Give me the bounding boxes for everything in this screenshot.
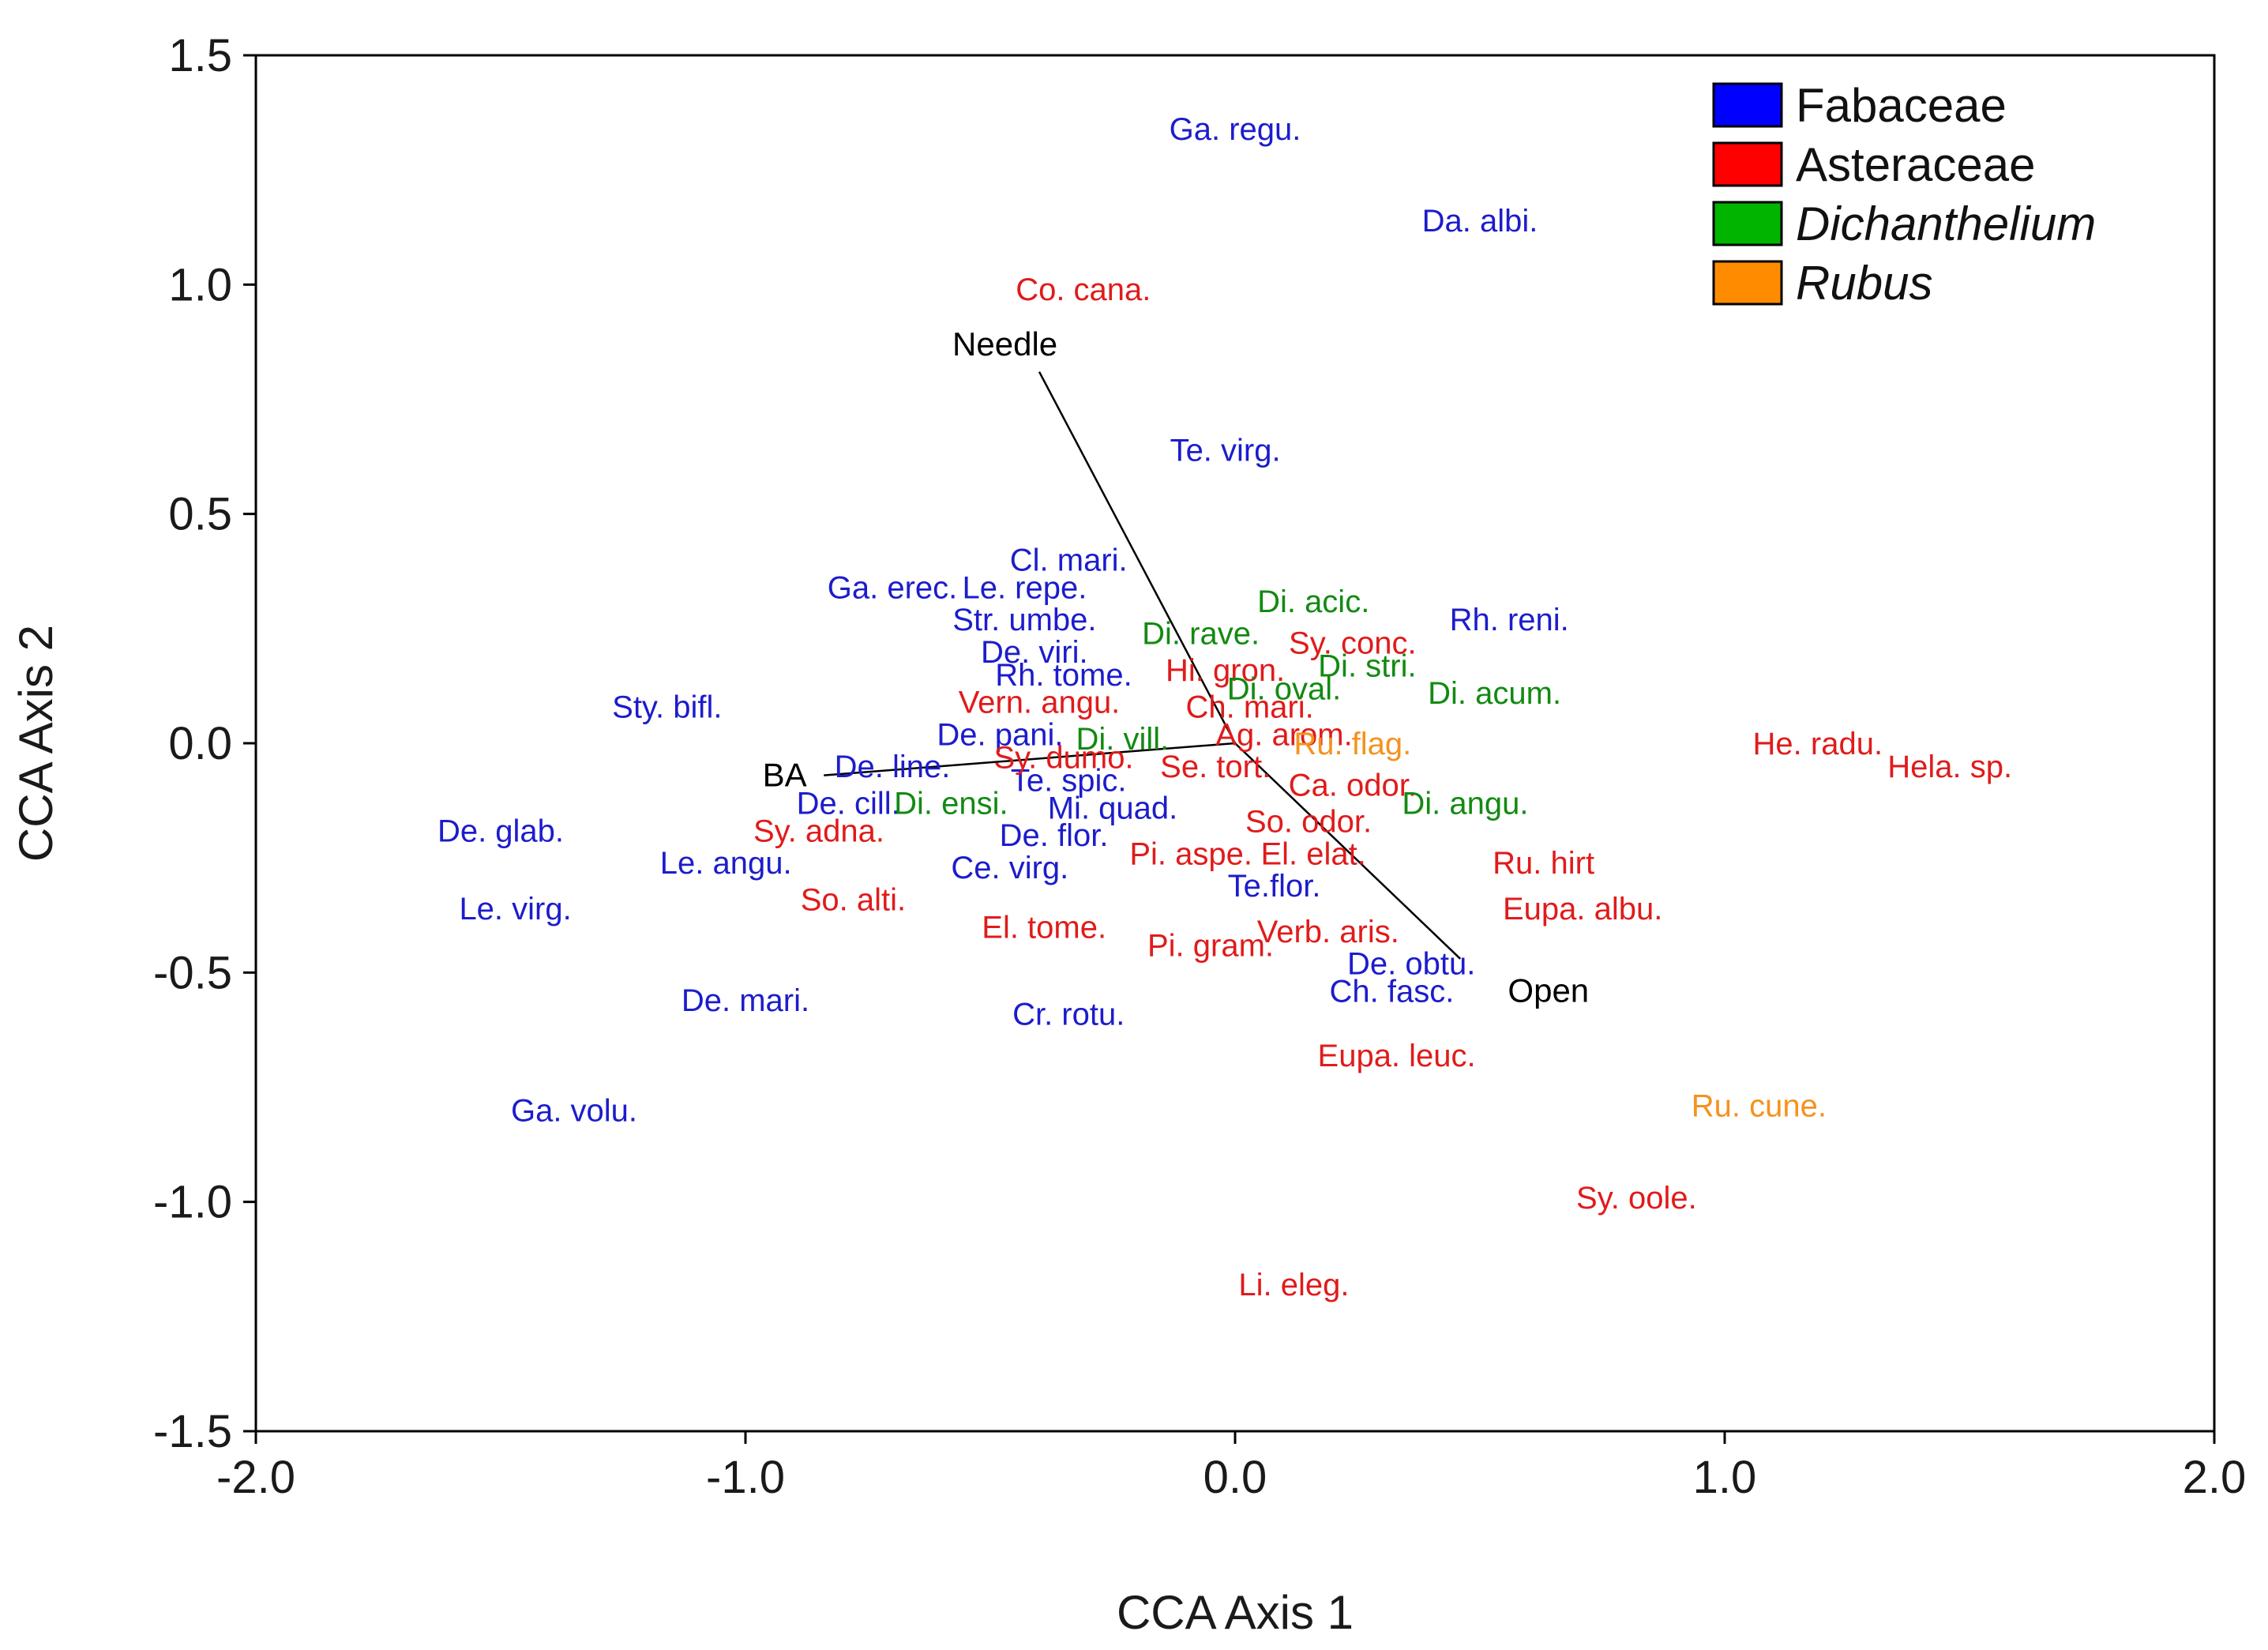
legend-swatch-fabaceae — [1712, 82, 1783, 128]
species-point-fabaceae: Mi. quad. — [1048, 791, 1178, 825]
species-point-asteraceae: Verb. aris. — [1257, 915, 1399, 949]
species-point-rubus: Ru. flag. — [1294, 727, 1411, 761]
species-point-fabaceae: Ch. fasc. — [1329, 975, 1454, 1009]
species-point-fabaceae: De. line. — [835, 750, 951, 784]
species-point-fabaceae: Le. repe. — [962, 571, 1087, 606]
legend-swatch-asteraceae — [1712, 141, 1783, 187]
species-point-dichanthelium: Di. ensi. — [894, 786, 1008, 821]
species-point-fabaceae: Le. virg. — [459, 892, 571, 926]
species-point-asteraceae: Pi. aspe. — [1129, 836, 1252, 871]
x-axis: -2.0 -1.0 0.0 1.0 2.0 — [216, 1431, 2246, 1503]
species-point-dichanthelium: Di. rave. — [1142, 617, 1260, 652]
species-point-asteraceae: Eupa. albu. — [1503, 892, 1662, 926]
species-point-dichanthelium: Di. vill. — [1076, 722, 1170, 757]
legend-label-fabaceae: Fabaceae — [1796, 79, 2007, 132]
legend-label-asteraceae: Asteraceae — [1796, 138, 2036, 191]
vector-needle-line — [1038, 371, 1237, 744]
y-tick-label: 1.5 — [168, 30, 232, 81]
y-tick-label: 1.0 — [168, 259, 232, 310]
environmental-vectors: Needle BA Open — [763, 325, 1590, 1009]
vector-open-label: Open — [1508, 972, 1589, 1009]
legend-swatch-rubus — [1712, 260, 1783, 306]
species-point-asteraceae: Li. eleg. — [1238, 1268, 1349, 1302]
species-point-asteraceae: Ch. mari. — [1185, 690, 1313, 725]
species-point-fabaceae: Te. spic. — [1011, 763, 1127, 798]
species-point-dichanthelium: Di. oval. — [1227, 671, 1342, 706]
legend-label-dichanthelium: Dichanthelium — [1796, 197, 2096, 250]
species-point-asteraceae: Vern. angu. — [959, 686, 1121, 720]
species-point-fabaceae: De. pani. — [937, 717, 1063, 752]
species-point-fabaceae: Ga. volu. — [511, 1094, 637, 1129]
species-point-asteraceae: Pi. gram. — [1147, 928, 1274, 963]
species-point-fabaceae: De. obtu. — [1347, 947, 1475, 982]
y-tick-label: -0.5 — [153, 947, 232, 998]
species-point-fabaceae: Sty. bifl. — [612, 690, 722, 725]
y-axis: -1.5 -1.0 -0.5 0.0 0.5 1.0 1.5 — [153, 30, 256, 1457]
x-tick-label: 2.0 — [2183, 1452, 2247, 1503]
species-point-fabaceae: Str. umbe. — [952, 603, 1096, 637]
species-point-dichanthelium: Di. angu. — [1402, 786, 1528, 821]
species-point-fabaceae: Te.flor. — [1228, 869, 1321, 904]
species-point-asteraceae: Ru. hirt — [1493, 846, 1594, 881]
y-axis-title: CCA Axis 2 — [9, 625, 62, 862]
legend-swatch-dichanthelium — [1712, 201, 1783, 246]
species-point-fabaceae: Rh. reni. — [1450, 603, 1569, 637]
species-point-fabaceae: De. cill. — [797, 786, 900, 821]
species-point-fabaceae: De. glab. — [437, 814, 564, 848]
legend: Fabaceae Asteraceae Dichanthelium Rubus — [1712, 79, 2096, 310]
species-point-asteraceae: So. odor. — [1245, 805, 1372, 840]
species-point-asteraceae: Se. tort. — [1160, 750, 1271, 784]
species-point-dichanthelium: Di. stri. — [1318, 648, 1416, 683]
species-point-fabaceae: De. flor. — [1000, 818, 1109, 853]
x-tick-label: -2.0 — [216, 1452, 295, 1503]
vector-needle-label: Needle — [952, 325, 1057, 363]
x-tick-label: 0.0 — [1203, 1452, 1267, 1503]
species-labels: Ga. regu. Da. albi. Te. virg. Cl. mari. Ga. … — [437, 112, 2012, 1302]
species-point-fabaceae: Ga. regu. — [1170, 112, 1301, 147]
vector-ba-line — [824, 742, 1236, 776]
y-tick-label: 0.0 — [168, 718, 232, 769]
species-point-asteraceae: Co. cana. — [1016, 272, 1151, 307]
species-point-asteraceae: Hi. gron. — [1166, 653, 1285, 688]
species-point-asteraceae: Ag. arom. — [1215, 717, 1352, 752]
species-point-asteraceae: Sy. adna. — [753, 814, 884, 848]
y-tick-label: 0.5 — [168, 489, 232, 540]
species-point-asteraceae: El. tome. — [982, 910, 1106, 945]
species-point-asteraceae: Sy. oole. — [1576, 1181, 1697, 1216]
species-point-asteraceae: Sy. conc. — [1289, 626, 1417, 660]
x-axis-title: CCA Axis 1 — [1117, 1586, 1354, 1639]
x-tick-label: -1.0 — [706, 1452, 785, 1503]
species-point-asteraceae: Eupa. leuc. — [1318, 1039, 1476, 1073]
species-point-asteraceae: El. elat. — [1260, 836, 1365, 871]
species-point-fabaceae: Cr. rotu. — [1012, 998, 1125, 1032]
species-point-asteraceae: Hela. sp. — [1887, 750, 2012, 784]
y-tick-label: -1.0 — [153, 1177, 232, 1228]
vector-open-line — [1234, 742, 1462, 960]
species-point-fabaceae: De. viri. — [981, 635, 1088, 670]
species-point-rubus: Ru. cune. — [1692, 1089, 1827, 1124]
species-point-asteraceae: Sy. dumo. — [993, 740, 1133, 775]
species-point-fabaceae: Ce. virg. — [951, 851, 1068, 885]
species-point-asteraceae: Ca. odor. — [1289, 768, 1417, 802]
species-point-fabaceae: Le. angu. — [660, 846, 792, 881]
species-point-dichanthelium: Di. acic. — [1257, 584, 1369, 619]
species-point-fabaceae: Cl. mari. — [1010, 543, 1128, 578]
vector-ba-label: BA — [763, 757, 807, 794]
species-point-fabaceae: Rh. tome. — [995, 658, 1132, 693]
species-point-fabaceae: Da. albi. — [1422, 204, 1538, 239]
species-point-asteraceae: So. alti. — [801, 882, 906, 917]
y-tick-label: -1.5 — [153, 1406, 232, 1457]
x-tick-label: 1.0 — [1693, 1452, 1757, 1503]
species-point-asteraceae: He. radu. — [1753, 727, 1883, 761]
species-point-fabaceae: Ga. erec. — [828, 571, 958, 606]
species-point-fabaceae: De. mari. — [682, 983, 809, 1018]
legend-label-rubus: Rubus — [1796, 257, 1932, 310]
species-point-dichanthelium: Di. acum. — [1428, 676, 1561, 711]
species-point-fabaceae: Te. virg. — [1170, 433, 1281, 468]
